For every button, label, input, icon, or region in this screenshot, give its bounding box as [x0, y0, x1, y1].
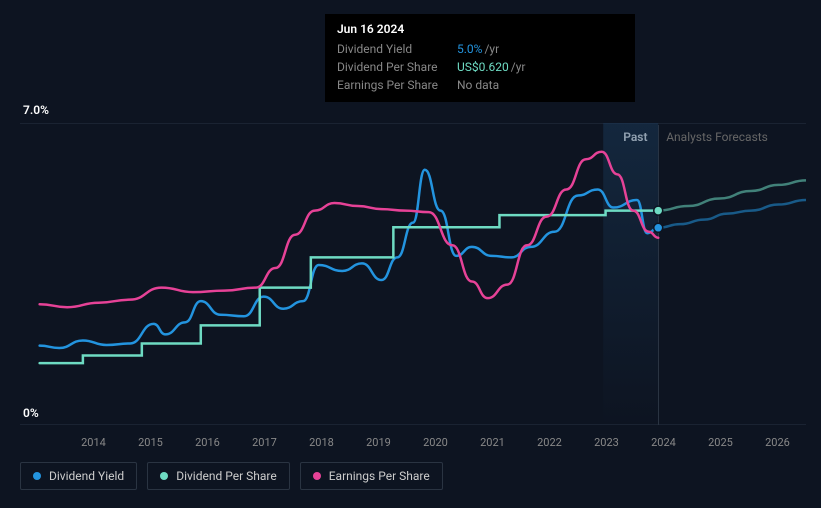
legend-label: Earnings Per Share [329, 469, 430, 483]
series-earnings_per_share [40, 152, 659, 308]
tooltip-label: Earnings Per Share [337, 78, 457, 92]
x-tick: 2024 [635, 436, 692, 449]
legend-label: Dividend Per Share [176, 469, 277, 483]
tooltip-label: Dividend Per Share [337, 60, 457, 74]
series-dividend_yield-forecast [658, 200, 806, 228]
tooltip-value: 5.0% [457, 42, 482, 56]
series-dividend_per_share [40, 211, 659, 364]
legend-item[interactable]: Dividend Per Share [147, 462, 290, 490]
legend-dot [33, 472, 41, 480]
series-dividend_yield [40, 170, 659, 348]
marker [654, 206, 663, 215]
tooltip-row: Dividend Per ShareUS$0.620 /yr [337, 58, 623, 76]
tooltip-label: Dividend Yield [337, 42, 457, 56]
x-tick: 2014 [65, 436, 122, 449]
legend-label: Dividend Yield [49, 469, 124, 483]
x-tick: 2022 [521, 436, 578, 449]
x-tick: 2018 [293, 436, 350, 449]
x-tick: 2026 [749, 436, 806, 449]
x-tick: 2015 [122, 436, 179, 449]
chart-svg [20, 105, 806, 425]
tooltip-value: No data [457, 78, 499, 92]
chart-tooltip: Jun 16 2024 Dividend Yield5.0% /yrDivide… [325, 14, 635, 102]
legend-dot [160, 472, 168, 480]
legend-item[interactable]: Earnings Per Share [300, 462, 443, 490]
x-tick: 2020 [407, 436, 464, 449]
legend: Dividend Yield Dividend Per Share Earnings… [20, 462, 443, 490]
tooltip-unit: /yr [484, 42, 499, 56]
tooltip-row: Dividend Yield5.0% /yr [337, 40, 623, 58]
tooltip-value: US$0.620 [457, 60, 509, 74]
tooltip-unit: /yr [511, 60, 526, 74]
tooltip-date: Jun 16 2024 [337, 22, 623, 36]
x-tick: 2023 [578, 436, 635, 449]
x-tick: 2016 [179, 436, 236, 449]
x-axis: 2014201520162017201820192020202120222023… [65, 436, 806, 449]
chart-area: 7.0% 0% Past Analysts Forecasts 20142015… [20, 105, 806, 425]
series-dividend_per_share-forecast [658, 180, 806, 210]
x-tick: 2019 [350, 436, 407, 449]
legend-item[interactable]: Dividend Yield [20, 462, 137, 490]
x-tick: 2025 [692, 436, 749, 449]
x-tick: 2017 [236, 436, 293, 449]
legend-dot [313, 472, 321, 480]
tooltip-row: Earnings Per ShareNo data [337, 76, 623, 94]
marker [654, 223, 663, 232]
x-tick: 2021 [464, 436, 521, 449]
